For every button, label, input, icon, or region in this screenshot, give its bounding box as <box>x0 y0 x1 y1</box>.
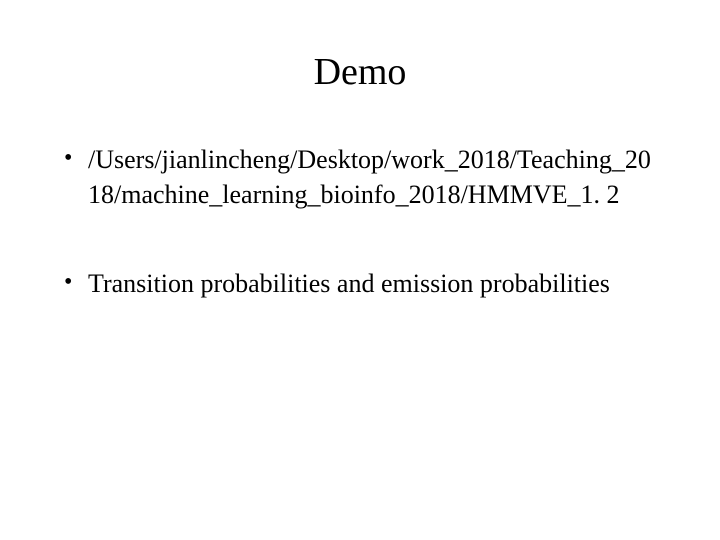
bullet-item: /Users/jianlincheng/Desktop/work_2018/Te… <box>60 142 660 212</box>
slide-title: Demo <box>60 50 660 94</box>
bullet-list: /Users/jianlincheng/Desktop/work_2018/Te… <box>60 142 660 301</box>
slide-container: Demo /Users/jianlincheng/Desktop/work_20… <box>0 0 720 540</box>
bullet-item: Transition probabilities and emission pr… <box>60 266 660 301</box>
